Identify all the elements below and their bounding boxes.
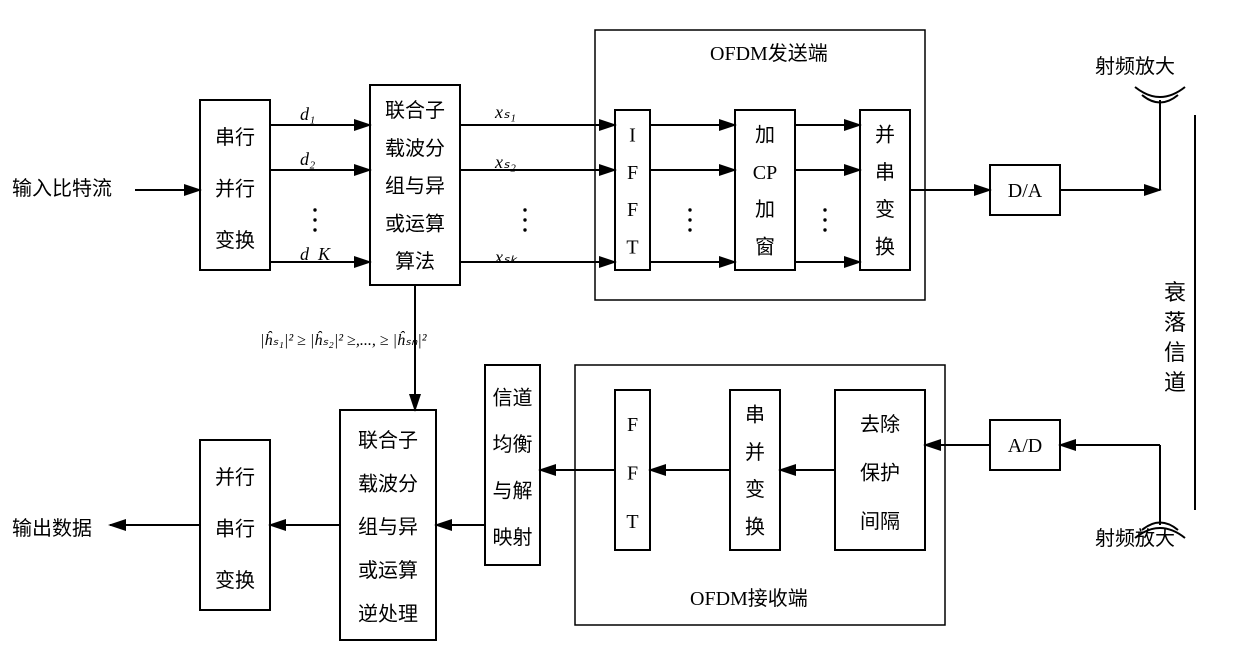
node-fft-line-0: F (627, 414, 638, 436)
node-ps-line-1: 串 (875, 161, 895, 184)
rx-label: OFDM接收端 (690, 587, 808, 610)
node-sp-line-0: 串行 (215, 126, 255, 149)
node-ps2-line-1: 串行 (215, 517, 255, 540)
node-eq-line-2: 与解 (493, 480, 533, 503)
rf-rx-label: 射频放大 (1095, 527, 1175, 550)
node-da-label: D/A (1008, 180, 1043, 202)
node-cp-line-2: 加 (755, 198, 775, 221)
vdot-1-1 (523, 218, 526, 221)
node-sp-line-1: 并行 (215, 177, 255, 200)
inequality-label: |ĥₛ₁|² ≥ |ĥₛ₂|² ≥,..., ≥ |ĥₛₙ|² (260, 330, 428, 349)
channel-label-3: 道 (1164, 370, 1186, 395)
node-ps-line-0: 并 (875, 124, 895, 147)
node-inv-line-3: 或运算 (358, 559, 418, 582)
node-cp-line-3: 窗 (755, 235, 775, 258)
node-ifft-line-0: I (629, 125, 636, 147)
node-cp-line-0: 加 (755, 124, 775, 147)
rf-tx-label: 射频放大 (1095, 55, 1175, 78)
vdot-1-0 (523, 208, 526, 211)
node-ifft-line-1: F (627, 162, 638, 184)
node-ps-line-3: 换 (875, 235, 895, 258)
node-ifft-line-2: F (627, 199, 638, 221)
node-sp2-line-3: 换 (745, 515, 765, 538)
node-sp-line-2: 变换 (215, 229, 255, 252)
vdot-0-2 (313, 228, 316, 231)
diagram-canvas: OFDM发送端OFDM接收端串行并行变换联合子载波分组与异或运算算法IFFT加C… (0, 0, 1240, 658)
node-eq-line-1: 均衡 (493, 433, 533, 456)
vdot-3-0 (823, 208, 826, 211)
vdot-3-2 (823, 228, 826, 231)
edge-label-x2: xₛ₂ (494, 152, 516, 172)
node-fft-line-1: F (627, 463, 638, 485)
node-inv-line-0: 联合子 (358, 429, 418, 452)
node-ps-line-2: 变 (875, 198, 895, 221)
node-fft-line-2: T (626, 511, 638, 533)
output-label: 输出数据 (12, 517, 92, 540)
channel-label-2: 信 (1164, 340, 1186, 365)
node-eq-line-0: 信道 (493, 387, 533, 410)
node-ad-label: A/D (1008, 435, 1042, 457)
node-inv-line-2: 组与异 (358, 516, 418, 539)
node-guard-line-2: 间隔 (860, 510, 900, 533)
node-xor-line-1: 载波分 (385, 137, 445, 160)
node-ps2-line-2: 变换 (215, 569, 255, 592)
node-eq-line-3: 映射 (493, 526, 533, 549)
edge-label-x1: xₛ₁ (494, 102, 516, 122)
input-label: 输入比特流 (12, 177, 112, 200)
tx-label: OFDM发送端 (710, 42, 828, 65)
node-inv-line-4: 逆处理 (358, 602, 418, 625)
edge-label-dk: d_K (300, 244, 331, 264)
vdot-3-1 (823, 218, 826, 221)
vdot-2-2 (688, 228, 691, 231)
node-guard-line-0: 去除 (860, 413, 900, 436)
node-sp2-line-0: 串 (745, 404, 765, 427)
node-sp2-line-1: 并 (745, 441, 765, 464)
node-xor-line-4: 算法 (395, 250, 435, 273)
node-xor-line-3: 或运算 (385, 212, 445, 235)
edge-label-xk: xₛₖ (494, 247, 518, 267)
vdot-0-0 (313, 208, 316, 211)
channel-label-0: 衰 (1164, 280, 1186, 305)
node-inv-line-1: 载波分 (358, 472, 418, 495)
vdot-2-1 (688, 218, 691, 221)
edge-label-d2: d₂ (300, 149, 315, 169)
channel-label-1: 落 (1164, 310, 1186, 335)
node-xor-line-0: 联合子 (385, 99, 445, 122)
node-sp2-line-2: 变 (745, 478, 765, 501)
node-ifft-line-3: T (626, 236, 638, 258)
vdot-0-1 (313, 218, 316, 221)
vdot-1-2 (523, 228, 526, 231)
vdot-2-0 (688, 208, 691, 211)
node-xor-line-2: 组与异 (385, 175, 445, 198)
node-cp-line-1: CP (753, 162, 777, 184)
node-ps2-line-0: 并行 (215, 466, 255, 489)
node-guard-line-1: 保护 (860, 462, 900, 485)
edge-label-d1: d₁ (300, 104, 315, 124)
